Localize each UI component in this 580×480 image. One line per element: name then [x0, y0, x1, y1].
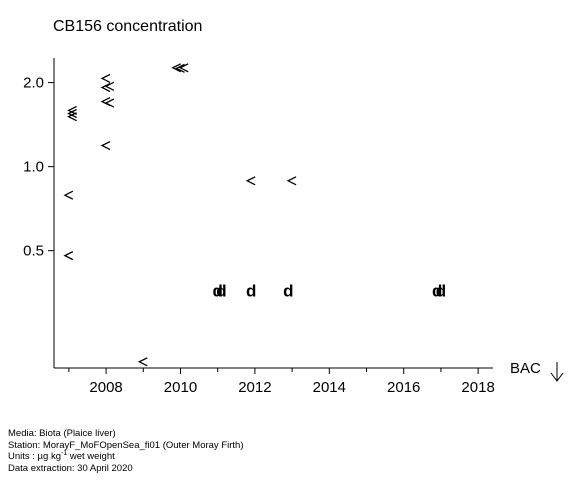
data-point-less-than [175, 63, 185, 73]
media-text: Media: Biota (Plaice liver) [8, 428, 116, 439]
chart-axes: 2008 2010 2012 2014 2016 2018 0.5 1.0 2.0 [23, 58, 495, 396]
x-tick-label: 2018 [461, 379, 494, 396]
chart-metadata: Media: Biota (Plaice liver) Station: Mor… [8, 428, 243, 474]
chart-title: CB156 concentration [53, 18, 203, 35]
x-tick-label: 2014 [313, 379, 346, 396]
data-point-less-than [178, 63, 189, 73]
units-text: Units : µg kg-1 wet weight [8, 449, 115, 462]
data-point-detected: d [216, 282, 226, 301]
data-point-detected: d [283, 282, 293, 301]
y-tick-label: 0.5 [23, 243, 44, 260]
data-point-less-than [63, 190, 74, 200]
data-point-detected: d [246, 282, 256, 301]
data-point-less-than [245, 176, 256, 186]
y-tick-label: 1.0 [23, 159, 44, 176]
data-point-detected: d [212, 282, 222, 301]
data-point-less-than [67, 112, 77, 122]
x-tick-label: 2016 [387, 379, 420, 396]
data-point-less-than [286, 176, 297, 186]
x-tick-label: 2012 [238, 379, 271, 396]
data-point-less-than [104, 81, 115, 91]
data-point-detected: d [436, 282, 446, 301]
data-point-less-than [67, 108, 77, 119]
x-tick-label: 2008 [89, 379, 122, 396]
station-text: Station: MorayF_MoFOpenSea_fi01 (Outer M… [8, 439, 244, 451]
data-point-less-than [137, 357, 148, 367]
data-point-less-than [100, 140, 111, 151]
data-point-less-than [67, 105, 77, 116]
extraction-text: Data extraction: 30 April 2020 [8, 462, 133, 474]
y-tick-label: 2.0 [23, 75, 44, 92]
data-point-less-than [171, 63, 182, 73]
bac-arrow-icon [550, 362, 564, 382]
data-point-less-than [100, 73, 111, 84]
data-point-detected: d [432, 282, 442, 301]
x-tick-label: 2010 [164, 379, 197, 396]
data-point-less-than [104, 98, 115, 108]
bac-label: BAC [510, 360, 541, 377]
data-point-less-than [63, 251, 74, 261]
chart-marks: dd d d dd [63, 63, 446, 367]
